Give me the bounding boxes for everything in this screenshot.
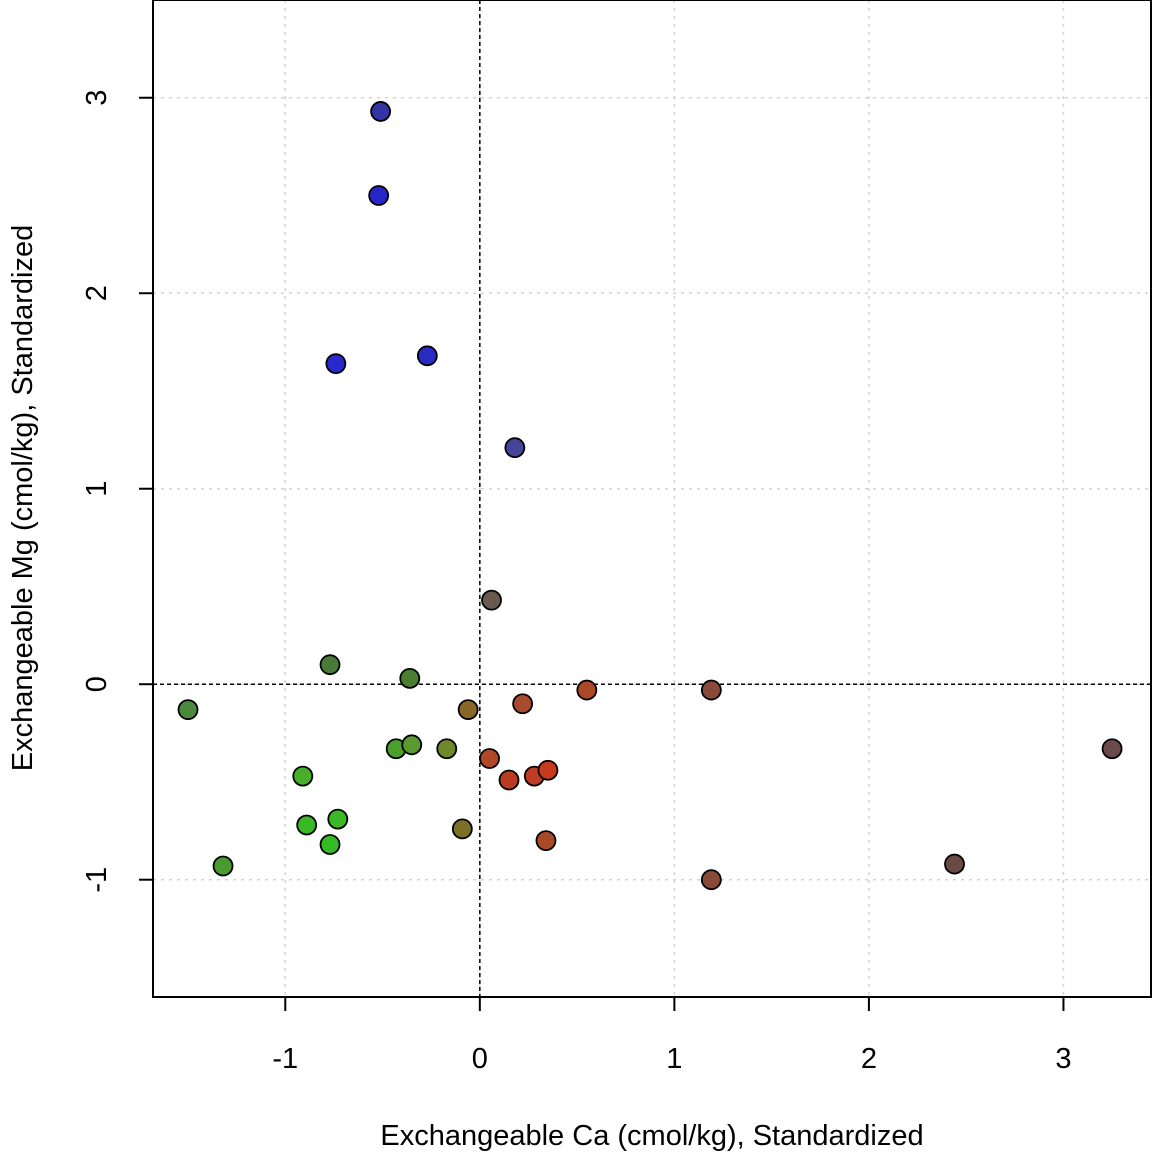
data-point-25 [212,855,234,877]
data-point-2 [325,353,347,375]
x-tick-label-2: 1 [666,1043,682,1075]
data-points [177,101,1123,891]
data-point-14 [401,734,423,756]
data-point-5 [481,589,502,611]
data-point-4 [504,437,526,459]
data-point-15 [436,738,458,760]
data-point-1 [368,185,390,206]
data-point-12 [700,679,722,701]
x-axis-ticks: -1 0 1 2 3 [272,997,1072,1075]
x-tick-label-4: 3 [1055,1043,1071,1075]
data-point-6 [319,654,341,676]
y-tick-label-3: 2 [81,285,113,301]
data-point-27 [535,830,557,852]
y-tick-label-4: 3 [81,90,113,106]
data-point-0 [370,101,392,122]
data-point-28 [700,869,722,891]
x-tick-label-1: 0 [472,1043,488,1075]
data-point-9 [457,699,479,721]
plot-frame [152,0,1152,998]
y-axis-ticks: -1 0 1 2 3 [81,90,153,893]
data-point-29 [944,853,965,875]
data-point-7 [399,667,421,689]
x-tick-label-3: 2 [861,1043,877,1075]
y-tick-label-0: -1 [81,867,113,893]
data-point-22 [296,814,318,836]
y-axis-label: Exchangeable Mg (cmol/kg), Standardized [7,225,39,771]
data-point-24 [319,834,341,855]
data-point-19 [498,769,520,791]
data-point-3 [416,345,438,367]
data-point-26 [451,818,473,840]
grid-lines [153,0,1151,997]
data-point-17 [1101,738,1123,760]
reference-lines [153,0,1151,997]
data-point-10 [512,693,534,715]
data-point-16 [479,748,500,769]
y-tick-label-1: 0 [81,676,113,692]
data-point-8 [177,699,199,721]
data-point-23 [327,808,349,830]
data-point-11 [576,679,598,701]
x-tick-label-0: -1 [272,1043,298,1075]
y-tick-label-2: 1 [81,481,113,497]
data-point-21 [537,759,559,781]
x-axis-label: Exchangeable Ca (cmol/kg), Standardized [380,1120,923,1152]
data-point-18 [292,765,314,787]
